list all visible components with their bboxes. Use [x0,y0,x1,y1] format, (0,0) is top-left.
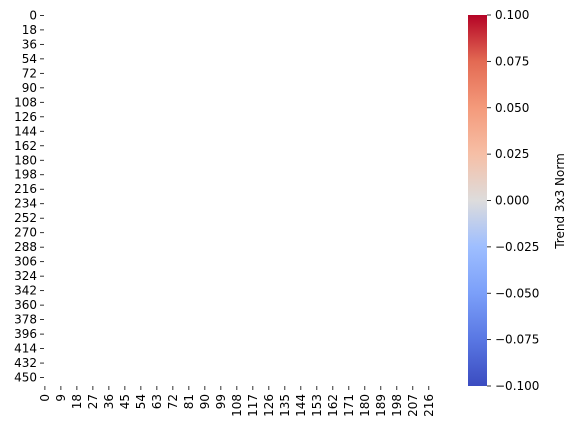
x-tick-label: 144 [294,394,308,417]
x-tick-label: 36 [102,394,116,409]
y-tick-label: 450 [14,371,37,385]
x-tick-label: 0 [38,394,52,402]
y-tick-label: 252 [14,211,37,225]
colorbar [468,15,487,386]
x-tick-label: 198 [390,394,404,417]
y-tick-label: 144 [14,124,37,138]
x-tick-label: 108 [230,394,244,417]
y-tick-label: 324 [14,269,37,283]
x-tick-label: 63 [150,394,164,409]
y-tick-label: 342 [14,284,37,298]
colorbar-tick-label: 0.000 [495,194,529,208]
colorbar-tick-label: −0.025 [495,240,539,254]
y-tick-label: 198 [14,168,37,182]
x-tick-label: 90 [198,394,212,409]
x-tick-label: 162 [326,394,340,417]
colorbar-tick-label: 0.025 [495,147,529,161]
x-tick-label: 171 [342,394,356,417]
y-tick-label: 270 [14,226,37,240]
y-tick-label: 72 [22,66,37,80]
y-tick-label: 180 [14,153,37,167]
x-tick-label: 18 [70,394,84,409]
colorbar-tick-label: −0.075 [495,333,539,347]
x-tick-label: 189 [374,394,388,417]
x-tick-label: 126 [262,394,276,417]
colorbar-tick-label: −0.100 [495,379,539,393]
colorbar-tick-label: 0.075 [495,54,529,68]
y-tick-label: 18 [22,23,37,37]
y-tick-label: 234 [14,197,37,211]
x-tick-label: 99 [214,394,228,409]
y-tick-label: 396 [14,327,37,341]
colorbar-axis: 0.100 0.075 0.050 0.025 0.000 −0.025 −0.050 −0.… [487,8,539,393]
colorbar-label: Trend 3x3 Norm [553,153,567,250]
y-tick-label: 90 [22,81,37,95]
y-tick-label: 306 [14,255,37,269]
y-tick-label: 162 [14,139,37,153]
x-tick-label: 135 [278,394,292,417]
y-tick-label: 378 [14,313,37,327]
x-tick-label: 81 [182,394,196,409]
y-tick-label: 108 [14,95,37,109]
y-tick-label: 54 [22,52,37,66]
y-tick-label: 414 [14,342,37,356]
x-tick-label: 27 [86,394,100,409]
x-tick-label: 207 [406,394,420,417]
y-tick-label: 36 [22,37,37,51]
x-tick-label: 45 [118,394,132,409]
x-tick-label: 9 [54,394,68,402]
colorbar-tick-label: 0.100 [495,8,529,22]
x-tick-label: 180 [358,394,372,417]
y-tick-label: 126 [14,110,37,124]
y-tick-label: 0 [29,8,37,22]
y-tick-label: 216 [14,182,37,196]
x-tick-label: 117 [246,394,260,417]
y-tick-label: 432 [14,356,37,370]
y-tick-label: 288 [14,240,37,254]
y-tick-label: 360 [14,298,37,312]
colorbar-tick-label: 0.050 [495,101,529,115]
colorbar-tick-label: −0.050 [495,286,539,300]
x-tick-label: 153 [310,394,324,417]
x-tick-label: 216 [422,394,436,417]
x-axis: 0 9 18 27 36 45 54 63 72 81 90 99 108 117 126 135 144 153… [38,386,436,417]
heatmap-area [44,15,435,386]
y-axis: 0183654729010812614416218019821623425227… [14,8,44,385]
x-tick-label: 72 [166,394,180,409]
x-tick-label: 54 [134,394,148,409]
